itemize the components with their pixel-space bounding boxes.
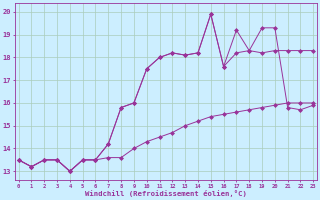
X-axis label: Windchill (Refroidissement éolien,°C): Windchill (Refroidissement éolien,°C) [85,190,247,197]
